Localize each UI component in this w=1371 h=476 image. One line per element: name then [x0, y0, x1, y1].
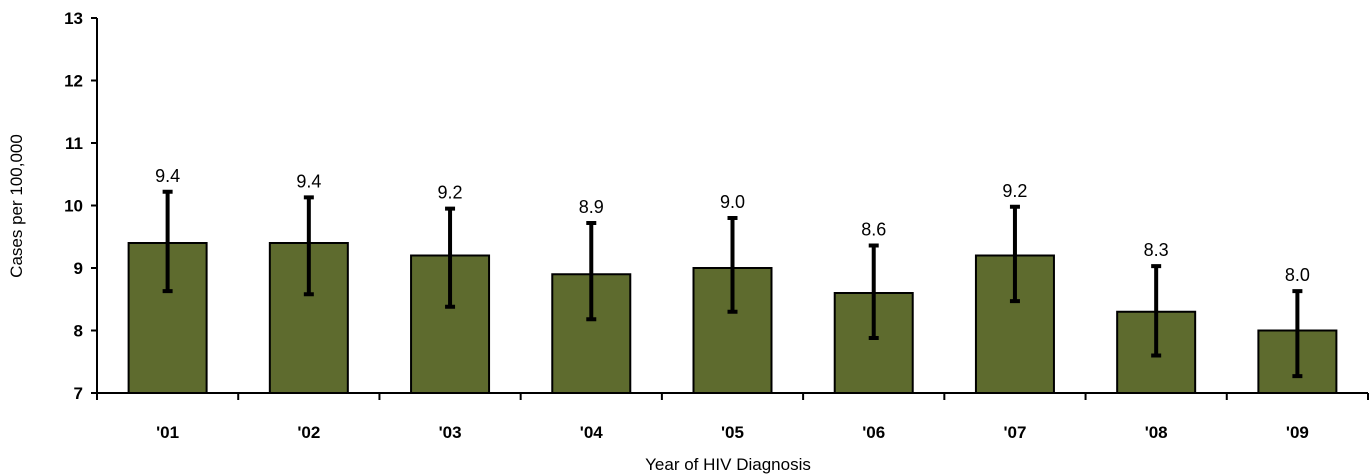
- data-label: 8.6: [861, 220, 886, 240]
- x-tick-label: '02: [297, 423, 320, 442]
- x-tick-label: '07: [1003, 423, 1026, 442]
- plot-area: 9.4 9.4 9.2 8.9 9.0 8.6 9.2 8.3 8.0: [127, 166, 1338, 394]
- axes: 7 8 9 10 11 12 13 '01 '02 '03 '04 '05 '06 '07 '08 '09: [64, 9, 1369, 442]
- x-tick-label: '08: [1145, 423, 1168, 442]
- data-label: 9.4: [155, 166, 180, 186]
- y-tick-label: 10: [64, 197, 83, 216]
- y-tick-label: 8: [74, 322, 83, 341]
- data-label: 9.4: [296, 171, 321, 191]
- x-tick-label: '04: [580, 423, 603, 442]
- x-tick-label: '01: [156, 423, 179, 442]
- data-label: 9.2: [438, 183, 463, 203]
- y-tick-label: 12: [64, 72, 83, 91]
- y-tick-label: 7: [74, 384, 83, 403]
- x-tick-label: '05: [721, 423, 744, 442]
- data-label: 9.2: [1002, 181, 1027, 201]
- data-label: 8.0: [1285, 265, 1310, 285]
- x-tick-label: '09: [1286, 423, 1309, 442]
- y-axis-title: Cases per 100,000: [7, 134, 26, 278]
- data-label: 8.3: [1144, 240, 1169, 260]
- data-label: 9.0: [720, 192, 745, 212]
- y-tick-label: 9: [74, 259, 83, 278]
- data-label: 8.9: [579, 197, 604, 217]
- y-tick-label: 11: [65, 134, 83, 153]
- y-tick-label: 13: [64, 9, 83, 28]
- x-axis-title: Year of HIV Diagnosis: [645, 455, 811, 474]
- x-tick-label: '03: [439, 423, 462, 442]
- x-tick-label: '06: [862, 423, 885, 442]
